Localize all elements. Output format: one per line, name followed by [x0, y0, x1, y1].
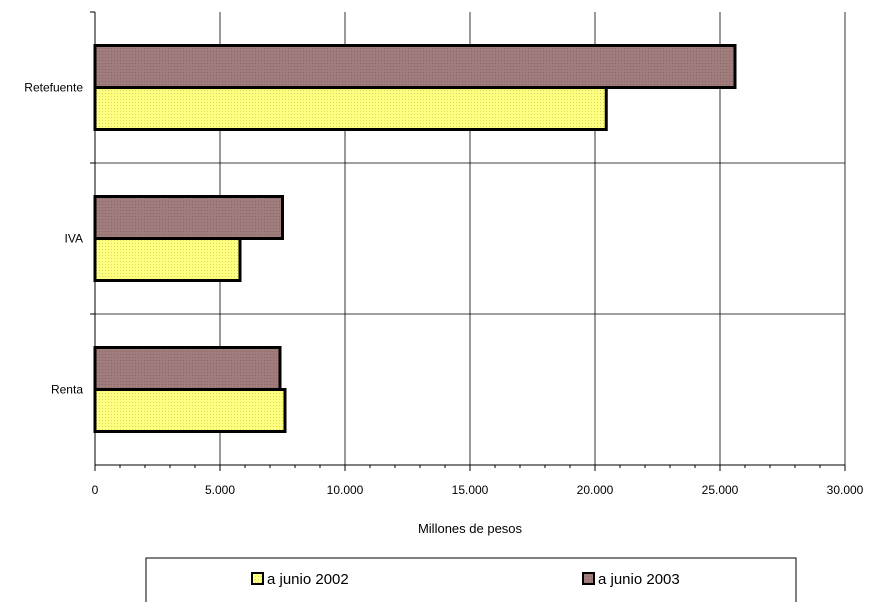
x-tick-label: 30.000 [827, 483, 864, 497]
legend-swatch [251, 572, 264, 585]
x-tick-label: 15.000 [452, 483, 489, 497]
category-label: Renta [51, 383, 83, 397]
bar-renta-2003 [93, 346, 282, 391]
x-axis-title: Millones de pesos [418, 521, 523, 536]
axes [90, 11, 846, 471]
category-label: IVA [65, 232, 83, 246]
bar-retefuente-2003 [93, 44, 737, 89]
bar-renta-2002 [93, 388, 287, 433]
legend-label: a junio 2003 [598, 571, 680, 588]
legend-box [145, 557, 797, 602]
x-tick-label: 20.000 [577, 483, 614, 497]
category-label: Retefuente [24, 81, 83, 95]
labels: Retefuente IVA Renta 0 5.000 10.000 15.000 20.0… [24, 81, 863, 498]
x-tick-label: 25.000 [702, 483, 739, 497]
x-tick-label: 0 [92, 483, 99, 497]
x-tick-label: 5.000 [205, 483, 235, 497]
bar-retefuente-2002 [93, 86, 608, 131]
legend: a junio 2002 a junio 2003 [145, 557, 797, 602]
legend-swatch [582, 572, 595, 585]
x-tick-label: 10.000 [327, 483, 364, 497]
legend-label: a junio 2002 [267, 571, 349, 588]
bar-iva-2002 [93, 237, 242, 282]
bar-iva-2003 [93, 195, 284, 240]
bars [93, 44, 737, 433]
